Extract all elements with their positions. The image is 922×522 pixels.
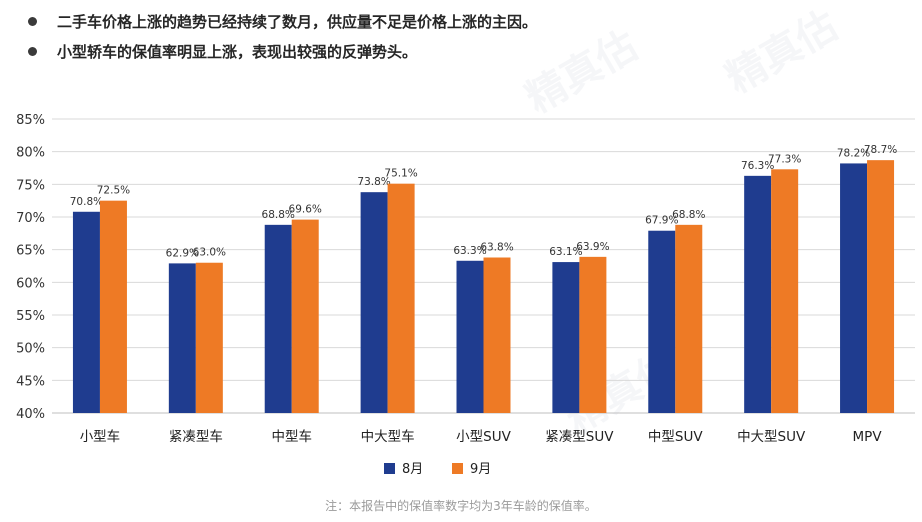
legend-label: 9月	[470, 462, 491, 477]
y-tick-label: 85%	[16, 113, 45, 128]
bullet-text: 二手车价格上涨的趋势已经持续了数月，供应量不足是价格上涨的主因。	[57, 12, 538, 31]
bullet-item: 二手车价格上涨的趋势已经持续了数月，供应量不足是价格上涨的主因。	[28, 6, 537, 36]
data-label: 63.1%	[549, 246, 582, 258]
data-label: 68.8%	[672, 209, 705, 221]
bar-aug	[840, 163, 868, 413]
bar-sep	[387, 183, 415, 413]
data-label: 72.5%	[97, 185, 130, 197]
legend-label: 8月	[402, 462, 423, 477]
bar-aug	[360, 192, 388, 413]
y-tick-label: 80%	[16, 146, 45, 161]
y-tick-label: 40%	[16, 407, 45, 422]
data-label: 68.8%	[262, 209, 295, 221]
data-label: 78.2%	[837, 147, 870, 159]
data-label: 77.3%	[768, 153, 801, 165]
y-tick-label: 75%	[16, 178, 45, 193]
data-label: 63.0%	[193, 247, 226, 259]
bullet-text: 小型轿车的保值率明显上涨，表现出较强的反弹势头。	[57, 42, 418, 61]
y-tick-label: 65%	[16, 244, 45, 259]
x-tick-label: 中型车	[271, 428, 312, 445]
bar-sep	[483, 257, 511, 413]
x-tick-label: 中大型车	[361, 428, 415, 445]
x-tick-label: 紧凑型SUV	[545, 428, 614, 445]
y-tick-label: 55%	[16, 309, 45, 324]
bar-sep	[867, 160, 895, 413]
data-label: 63.3%	[453, 245, 486, 257]
bar-aug	[456, 260, 484, 413]
bar-aug	[744, 175, 772, 413]
bar-aug	[264, 224, 292, 413]
bar-sep	[675, 224, 703, 413]
bar-chart: 40% 45% 50% 55% 60% 65% 70% 75% 80% 85% 70.8%72.5%…	[16, 113, 915, 477]
data-label: 70.8%	[70, 196, 103, 208]
data-label: 75.1%	[384, 168, 417, 180]
y-tick-label: 70%	[16, 211, 45, 226]
legend-swatch	[452, 463, 463, 474]
data-label: 73.8%	[357, 176, 390, 188]
footnote: 注：本报告中的保值率数字均为3年车龄的保值率。	[325, 499, 597, 513]
bar-sep	[579, 256, 607, 413]
data-label: 78.7%	[864, 144, 897, 156]
x-tick-label: 中型SUV	[648, 429, 703, 445]
y-tick-label: 50%	[16, 342, 45, 357]
data-label: 69.6%	[289, 204, 322, 216]
x-tick-label: 小型车	[80, 428, 121, 445]
y-tick-label: 60%	[16, 276, 45, 291]
bar-sep	[771, 169, 799, 413]
bar-aug	[552, 262, 580, 413]
bar-sep	[291, 219, 319, 413]
bar-sep	[195, 262, 223, 413]
bullet-dot-icon	[28, 46, 37, 56]
x-tick-label: 紧凑型车	[169, 428, 223, 445]
data-label: 67.9%	[645, 215, 678, 227]
bar-sep	[99, 200, 127, 413]
data-label: 76.3%	[741, 160, 774, 172]
legend-swatch	[384, 463, 395, 474]
x-tick-label: 小型SUV	[456, 429, 511, 445]
y-tick-label: 45%	[16, 374, 45, 389]
x-tick-label: 中大型SUV	[737, 429, 806, 445]
bullet-list: 二手车价格上涨的趋势已经持续了数月，供应量不足是价格上涨的主因。 小型轿车的保值…	[28, 6, 537, 66]
bar-aug	[648, 230, 676, 413]
data-label: 63.8%	[480, 242, 513, 254]
x-tick-label: MPV	[853, 429, 883, 445]
bar-aug	[168, 263, 196, 413]
bullet-dot-icon	[28, 16, 37, 26]
bullet-item: 小型轿车的保值率明显上涨，表现出较强的反弹势头。	[28, 36, 537, 66]
data-label: 63.9%	[576, 241, 609, 253]
bar-aug	[72, 211, 100, 413]
data-label: 62.9%	[166, 247, 199, 259]
